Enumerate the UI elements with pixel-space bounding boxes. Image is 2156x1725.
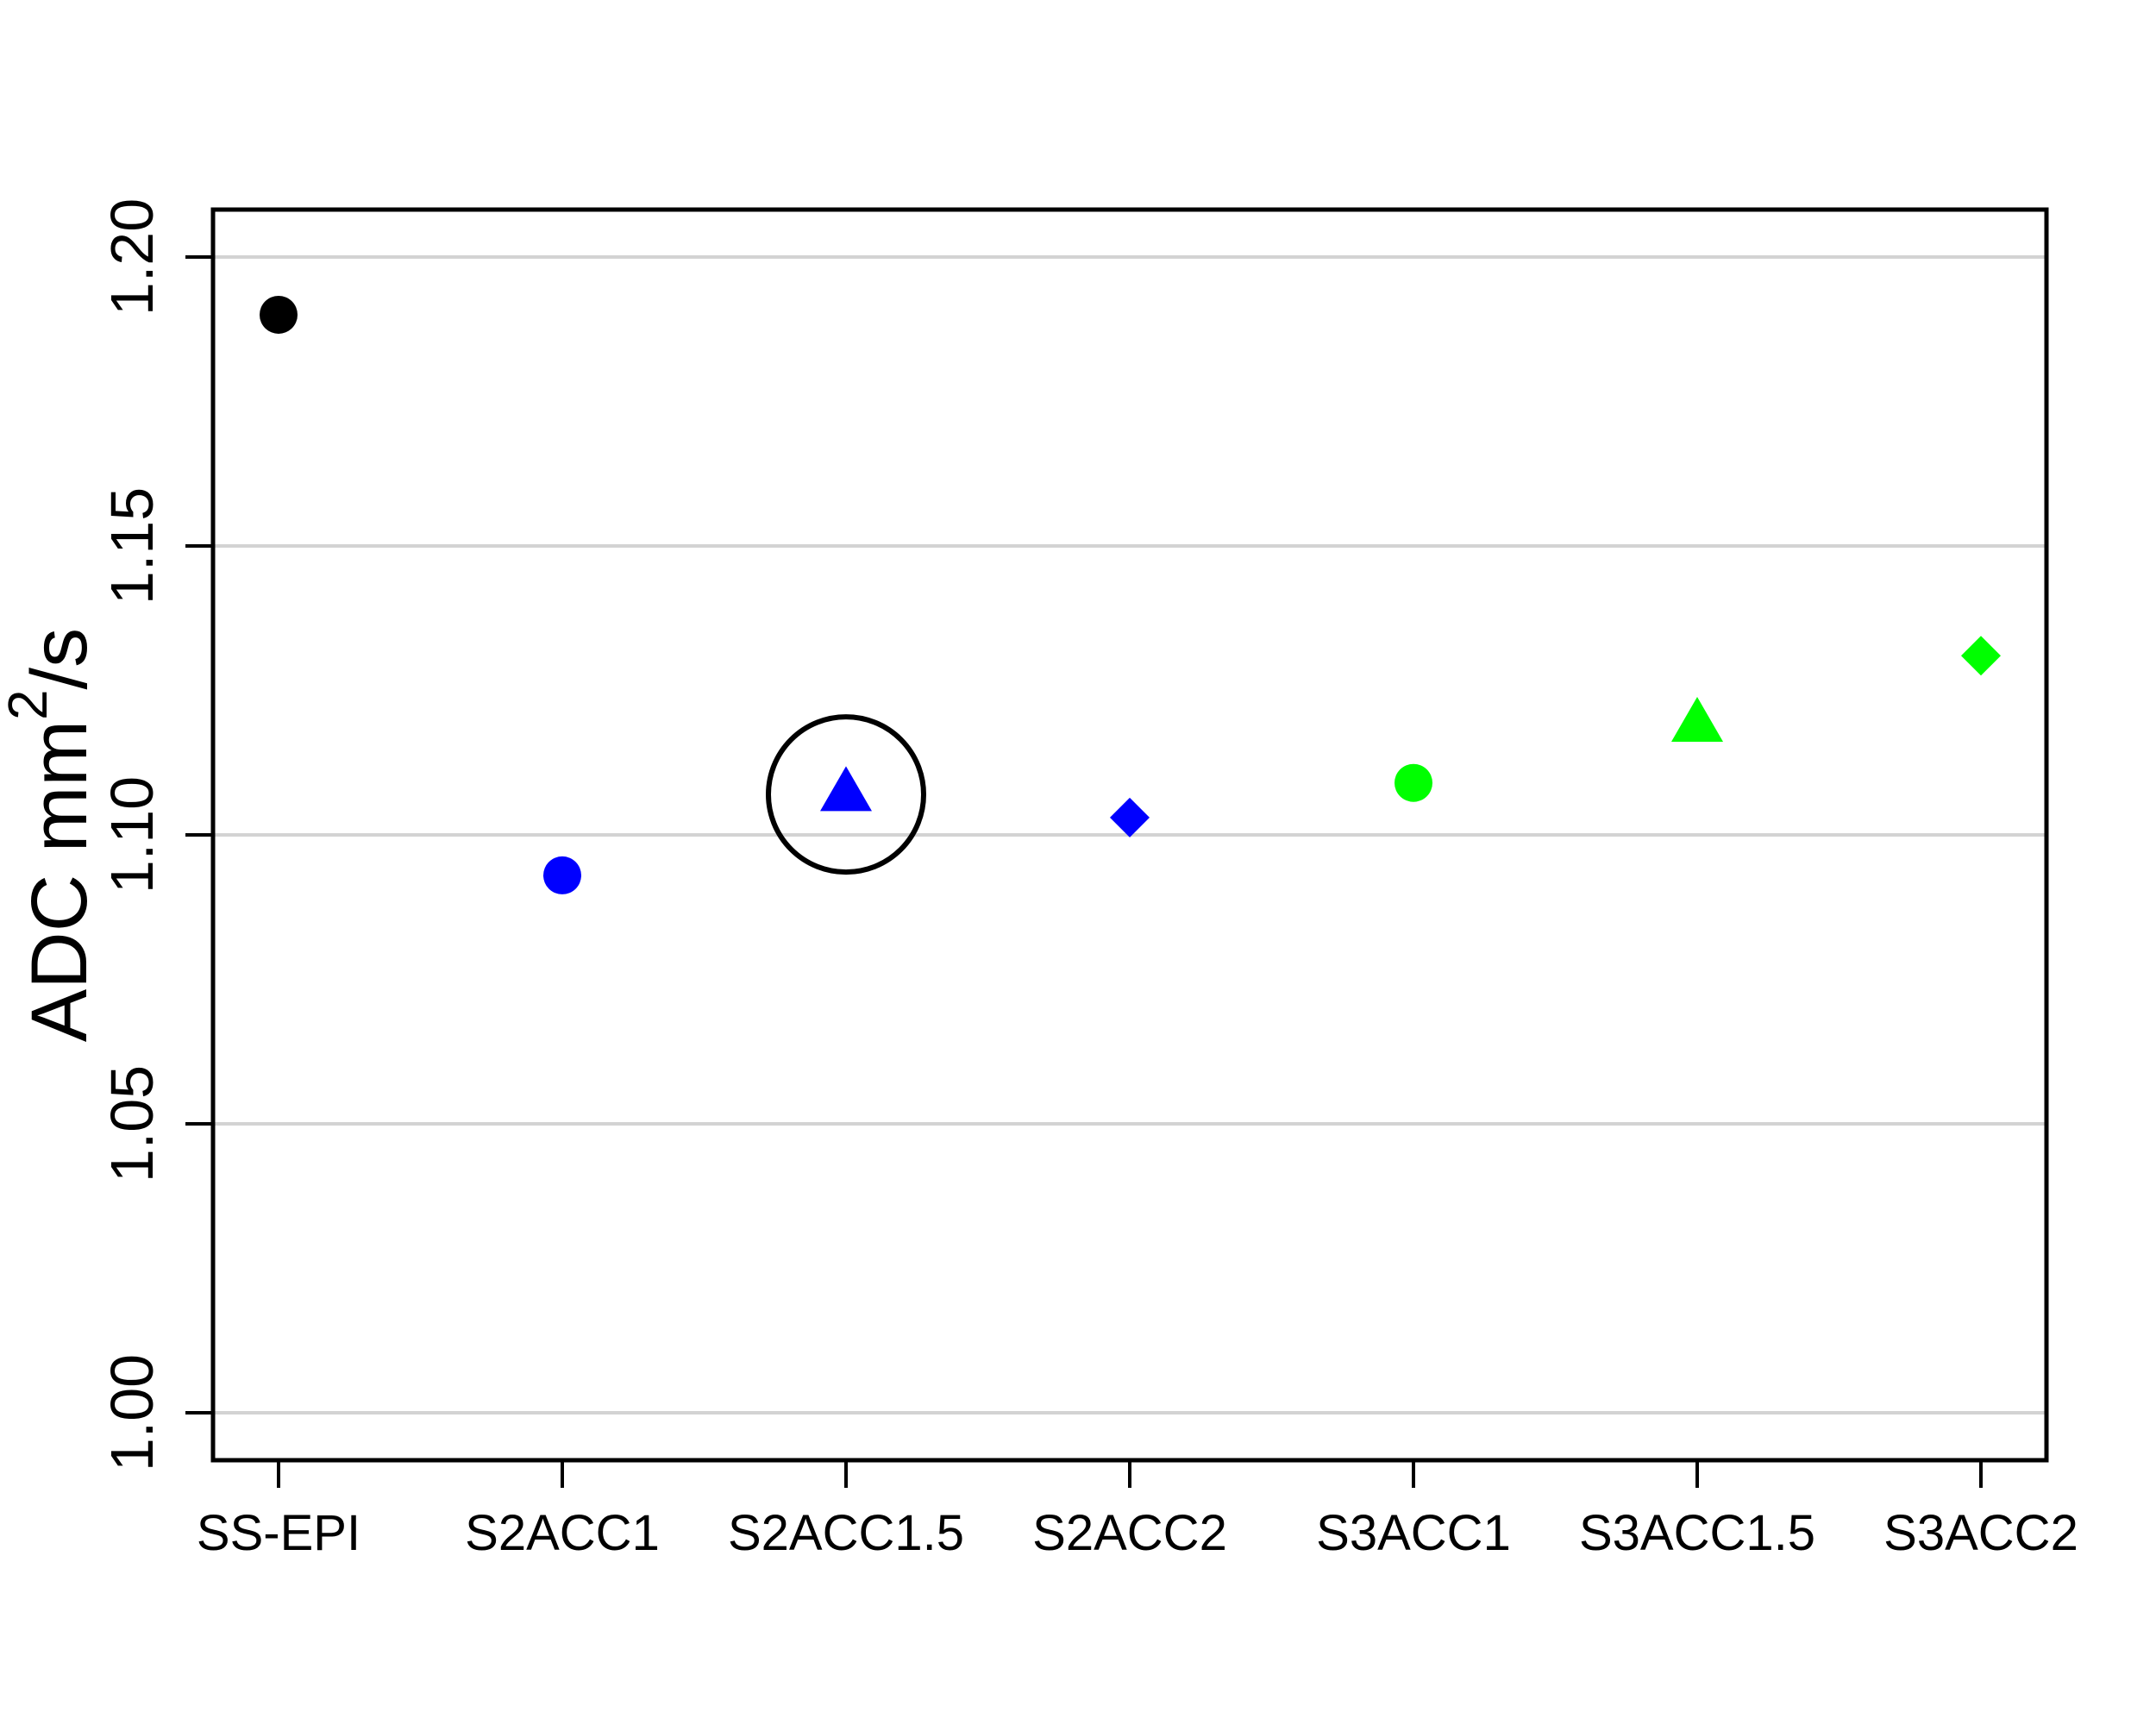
data-point-ss-epi [260, 295, 298, 334]
x-tick-label: S2ACC2 [1032, 1505, 1227, 1561]
data-point-s2acc1-5 [820, 766, 872, 812]
y-tick-label: 1.20 [98, 198, 166, 316]
data-point-s3acc2 [1961, 636, 2001, 676]
data-point-s3acc1 [1395, 763, 1432, 802]
data-point-s2acc2 [1110, 797, 1150, 837]
y-tick-label: 1.10 [98, 776, 166, 894]
x-tick-label: S3ACC1.5 [1579, 1505, 1815, 1561]
y-tick-label: 1.15 [98, 487, 166, 605]
y-tick-label: 1.05 [98, 1065, 166, 1182]
x-tick-label: S3ACC1 [1316, 1505, 1511, 1561]
y-axis-label: ADC mm2/s [0, 628, 103, 1042]
x-tick-label: SS-EPI [197, 1505, 360, 1561]
x-tick-label: S2ACC1 [465, 1505, 660, 1561]
data-point-s2acc1 [543, 856, 581, 894]
x-tick-label: S3ACC2 [1883, 1505, 2078, 1561]
data-point-s3acc1-5 [1671, 696, 1723, 742]
x-tick-label: S2ACC1.5 [728, 1505, 964, 1561]
y-tick-label: 1.00 [98, 1354, 166, 1471]
annotation-circle [766, 714, 926, 875]
